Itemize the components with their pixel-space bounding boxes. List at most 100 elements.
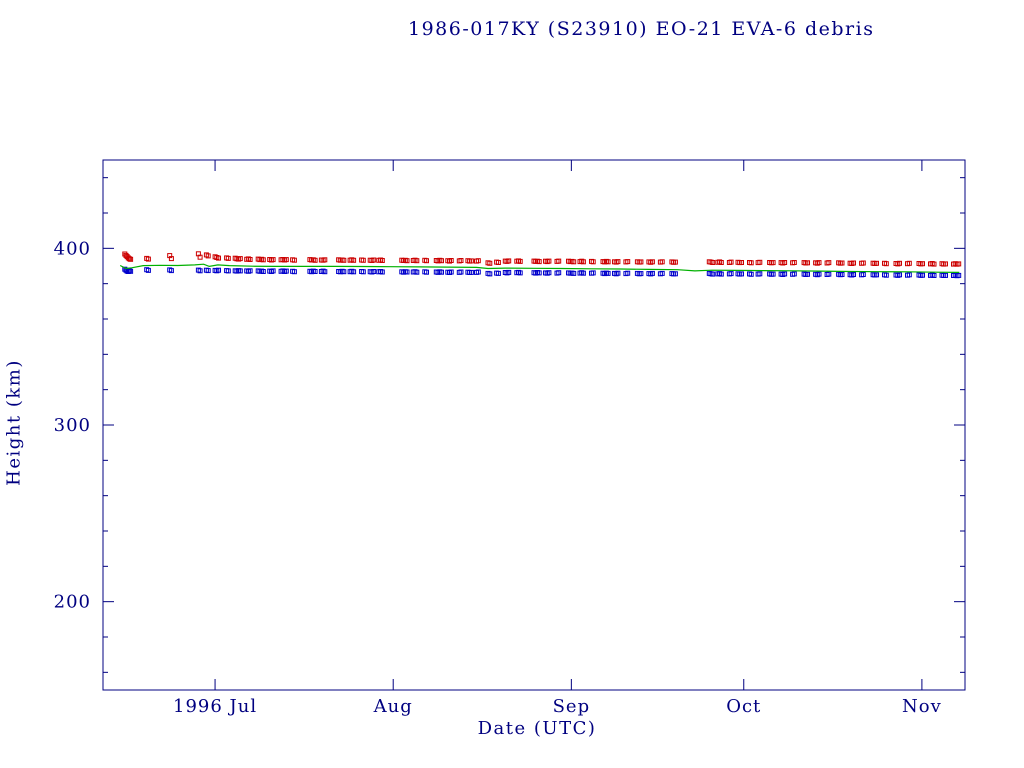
- x-tick-label: Aug: [373, 696, 413, 717]
- data-point-perigee-height: [791, 271, 797, 277]
- data-point-perigee-height: [605, 270, 611, 276]
- data-point-perigee-height: [379, 269, 385, 275]
- x-tick-label: 1996 Jul: [173, 696, 257, 717]
- data-point-apogee-height: [506, 258, 512, 264]
- data-point-perigee-height: [638, 271, 644, 277]
- y-axis-label: Height (km): [3, 359, 25, 486]
- data-point-apogee-height: [718, 260, 724, 265]
- data-point-apogee-height: [404, 258, 410, 264]
- x-tick-label: Sep: [553, 696, 591, 717]
- data-point-apogee-height: [260, 257, 266, 263]
- axes: 200 300 400 1996 Jul Aug Sep Oct Nov: [54, 159, 966, 717]
- data-point-perigee-height: [506, 269, 512, 275]
- data-point-apogee-height: [826, 260, 832, 266]
- data-point-perigee-height: [556, 270, 562, 276]
- data-point-perigee-height: [312, 269, 318, 274]
- data-point-apogee-height: [791, 260, 797, 265]
- data-point-apogee-height: [805, 260, 810, 266]
- data-point-perigee-height: [826, 271, 832, 277]
- data-point-perigee-height: [414, 269, 420, 275]
- data-point-perigee-height: [851, 272, 856, 277]
- data-point-perigee-height: [371, 269, 377, 274]
- data-point-apogee-height: [270, 257, 276, 263]
- data-point-perigee-height: [439, 269, 444, 275]
- data-point-perigee-height: [659, 270, 665, 276]
- data-point-perigee-height: [205, 268, 211, 274]
- data-point-apogee-height: [237, 256, 243, 262]
- data-point-perigee-height: [728, 271, 734, 277]
- data-point-perigee-height: [615, 270, 621, 276]
- data-point-apogee-height: [931, 261, 937, 267]
- data-point-perigee-height: [874, 272, 879, 278]
- data-point-perigee-height: [260, 269, 266, 274]
- data-point-apogee-height: [757, 259, 763, 265]
- x-tick-label: Oct: [726, 696, 761, 717]
- data-point-perigee-height: [839, 272, 845, 277]
- data-point-perigee-height: [649, 270, 655, 276]
- data-point-apogee-height: [672, 259, 678, 265]
- data-point-apogee-height: [424, 258, 429, 264]
- data-point-perigee-height: [468, 269, 474, 275]
- data-point-apogee-height: [468, 258, 474, 264]
- data-point-apogee-height: [448, 258, 454, 263]
- data-point-apogee-height: [625, 259, 631, 265]
- data-point-perigee-height: [536, 270, 542, 276]
- data-point-apogee-height: [883, 261, 889, 267]
- data-point-apogee-height: [379, 258, 385, 263]
- data-point-apogee-height: [638, 259, 644, 265]
- data-point-apogee-height: [556, 258, 562, 264]
- data-point-perigee-height: [458, 269, 464, 275]
- data-point-apogee-height: [659, 259, 665, 265]
- data-point-apogee-height: [495, 260, 501, 265]
- data-point-perigee-height: [739, 271, 744, 277]
- data-point-perigee-height: [710, 271, 716, 277]
- data-point-perigee-height: [860, 272, 866, 277]
- data-point-perigee-height: [757, 271, 763, 277]
- data-point-perigee-height: [590, 270, 596, 276]
- data-point-apogee-height: [458, 258, 464, 263]
- data-point-perigee-height: [517, 270, 523, 276]
- data-point-apogee-height: [536, 259, 542, 265]
- data-point-apogee-height: [728, 259, 734, 265]
- data-point-apogee-height: [283, 257, 289, 263]
- plot-frame: [102, 159, 966, 691]
- data-point-perigee-height: [770, 271, 776, 277]
- data-point-apogee-height: [351, 257, 357, 263]
- data-point-apogee-height: [851, 260, 856, 266]
- data-point-perigee-height: [291, 269, 297, 275]
- data-point-apogee-height: [247, 257, 253, 262]
- data-point-apogee-height: [874, 260, 879, 266]
- perigee-height-points: [122, 266, 962, 279]
- x-tick-label: Nov: [902, 696, 942, 717]
- data-point-apogee-height: [128, 256, 134, 262]
- data-point-apogee-height: [816, 260, 822, 266]
- data-point-perigee-height: [322, 269, 328, 275]
- data-point-apogee-height: [571, 259, 577, 265]
- data-point-apogee-height: [414, 258, 420, 264]
- y-tick-label: 300: [54, 415, 91, 436]
- data-point-apogee-height: [748, 260, 754, 266]
- data-point-apogee-height: [906, 260, 912, 266]
- data-point-perigee-height: [225, 268, 231, 274]
- data-point-perigee-height: [448, 269, 454, 275]
- data-point-perigee-height: [943, 272, 948, 278]
- data-point-perigee-height: [351, 269, 357, 275]
- data-point-apogee-height: [580, 259, 586, 265]
- data-point-perigee-height: [782, 271, 788, 277]
- data-point-perigee-height: [956, 272, 962, 278]
- y-tick-label: 400: [54, 238, 91, 259]
- data-point-apogee-height: [341, 257, 347, 263]
- data-point-apogee-height: [322, 257, 328, 263]
- chart-title: 1986-017KY (S23910) EO-21 EVA-6 debris: [408, 18, 875, 40]
- data-point-perigee-height: [718, 271, 724, 277]
- data-point-apogee-height: [360, 257, 366, 263]
- data-point-apogee-height: [439, 258, 444, 264]
- data-point-apogee-height: [605, 259, 611, 265]
- data-point-apogee-height: [839, 260, 845, 266]
- data-point-perigee-height: [748, 271, 754, 277]
- data-point-perigee-height: [931, 273, 937, 278]
- data-point-perigee-height: [145, 267, 151, 273]
- data-point-apogee-height: [860, 260, 866, 266]
- data-point-apogee-height: [920, 261, 925, 267]
